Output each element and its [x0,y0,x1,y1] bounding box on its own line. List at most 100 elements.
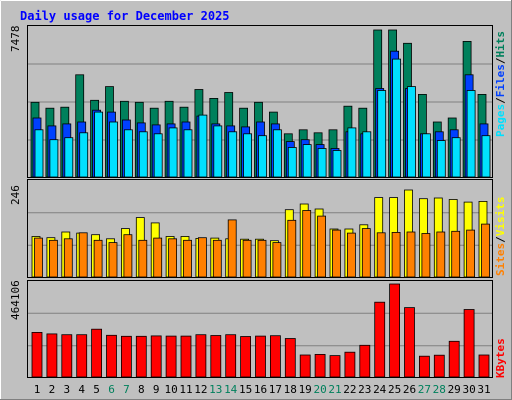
pages-bar [392,58,402,178]
day-label: 7 [123,383,130,396]
x-axis-labels: 1 2 3 4 5 6 7 8 9 10 11 12 13 14 15 16 17 18 19 20 21 22 23 24 2… [34,383,491,396]
legend-files: Files [494,64,507,97]
sites-bar [93,239,103,278]
kbytes-bar [91,328,102,378]
pages-bar [287,147,297,178]
day-label: 5 [93,383,100,396]
pages-bar [243,133,253,178]
kbytes-bar [180,335,192,378]
day-label: 25 [388,383,401,396]
kbytes-bars [31,283,490,378]
legend-hits: Hits [494,31,507,58]
sites-bar [212,239,222,278]
day-label: 11 [179,383,192,396]
day-label: 3 [63,383,70,396]
pages-bar [138,131,148,178]
day-label: 8 [138,383,145,396]
pages-bar [168,127,178,178]
sites-bar [272,242,282,278]
kbytes-bar [150,335,162,378]
sites-bar [332,229,341,278]
day-label: 28 [433,383,446,396]
kbytes-bar [240,336,252,378]
legend-separator: / [494,236,507,243]
legend-kbytes: KBytes [494,338,507,378]
legend-sites: Sites [494,243,507,276]
kbytes-bar [284,338,296,378]
legend-pages: Pages [494,104,507,137]
sites-bar [466,229,476,278]
sites-bar [302,210,312,278]
pages-bar [34,129,44,178]
legend-separator: / [494,97,507,104]
pages-bar [258,135,267,178]
kbytes-bar [61,334,73,378]
pages-bar [407,86,416,178]
sites-bar [63,238,73,278]
sites-bar [361,228,371,278]
pages-bar [49,139,59,178]
sites-bar [376,232,386,278]
kbytes-bar [165,335,177,378]
hits-files-pages-bars [30,29,491,178]
pages-bar [302,144,312,178]
day-label: 19 [299,383,312,396]
day-label: 18 [284,383,297,396]
kbytes-bar [344,351,356,378]
kbytes-bar [195,334,207,378]
sites-bar [406,231,416,278]
sites-bar [242,239,252,278]
day-label: 23 [358,383,371,396]
kbytes-bar [433,354,445,378]
sites-bar [481,223,490,278]
kbytes-bar [46,333,58,378]
sites-bar [436,231,446,278]
kbytes-bar [418,355,430,378]
day-label: 30 [462,383,475,396]
pages-bar [79,132,89,178]
hits-legend: Pages/Files/Hits [494,31,507,137]
pages-bar [94,111,103,178]
pages-bar [213,125,223,178]
day-label: 27 [418,383,431,396]
hits-ymax-label: 7478 [9,26,22,53]
sites-bar [78,232,88,278]
sites-bar [257,239,267,278]
pages-bar [124,129,133,178]
day-label: 9 [153,383,160,396]
day-label: 17 [269,383,282,396]
pages-bar [436,140,446,178]
day-label: 1 [34,383,41,396]
kbytes-bar [121,335,132,378]
day-label: 26 [403,383,416,396]
sites-bar [197,237,207,278]
sites-bar [168,238,178,278]
day-label: 31 [477,383,490,396]
kbytes-bar [448,340,460,378]
pages-bar [153,133,163,178]
pages-bar [64,137,74,178]
kbytes-bar [374,301,386,378]
pages-bar [481,135,491,178]
sites-bar [287,219,297,278]
kbytes-bar [255,335,266,378]
sites-bar [138,239,148,278]
pages-bar [451,137,461,178]
kbytes-bar [225,334,237,378]
kbytes-bar [299,354,311,378]
kbytes-bar [269,335,281,378]
day-label: 29 [448,383,461,396]
pages-bar [347,127,357,178]
kbytes-bar [135,335,147,378]
kbytes-bar [404,307,415,378]
legend-separator: / [494,57,507,64]
day-label: 13 [209,383,222,396]
pages-bar [198,114,208,178]
day-label: 15 [239,383,252,396]
sites-bar [451,230,461,278]
pages-bar [421,133,431,178]
pages-bar [228,131,238,178]
chart-title: Daily usage for December 2025 [20,9,230,23]
pages-bar [466,90,476,178]
kbytes-bar [210,335,222,378]
